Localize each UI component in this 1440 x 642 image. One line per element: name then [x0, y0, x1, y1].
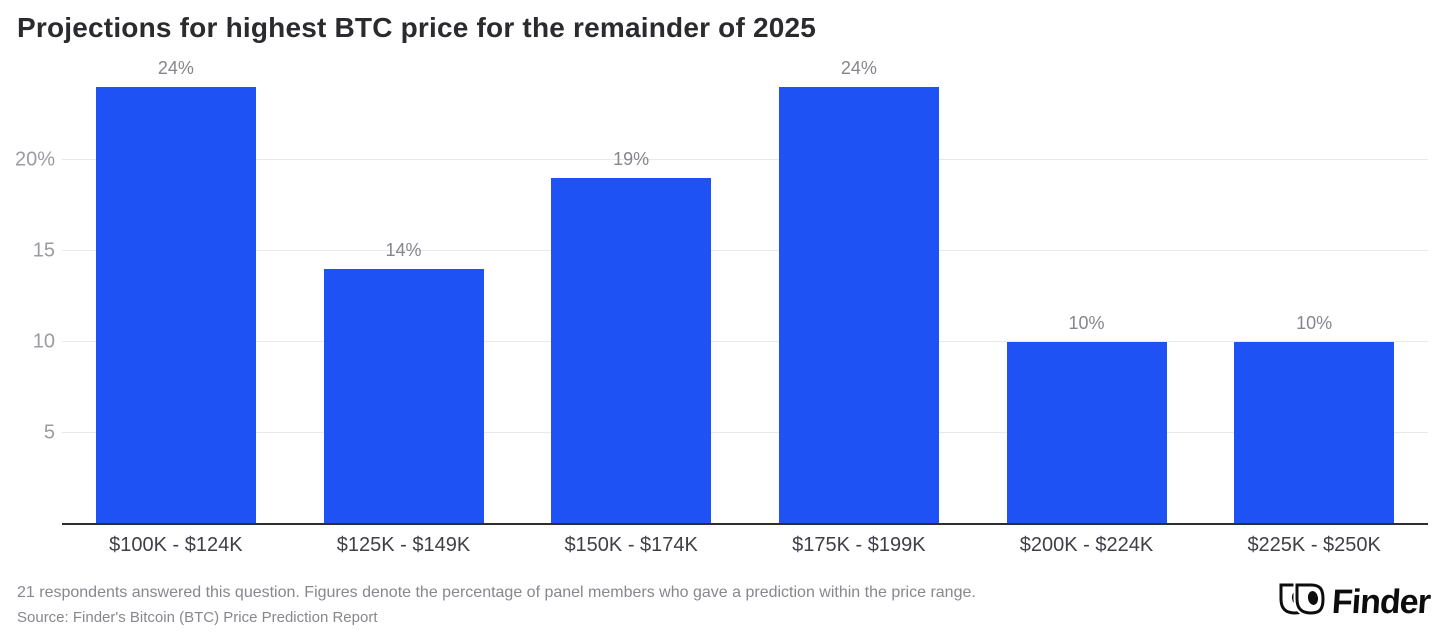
- finder-logo-text: Finder: [1330, 583, 1432, 621]
- ytick-label-10: 10: [32, 330, 55, 353]
- ytick-label-5: 5: [43, 421, 55, 444]
- bar-2: [323, 269, 484, 524]
- bar-value-label-3: 19%: [613, 149, 650, 170]
- finder-logo-eyes-icon: [1278, 581, 1328, 623]
- xtick-label-4: $175K - $199K: [792, 534, 926, 556]
- gridline-15: [62, 250, 1428, 252]
- footer-note: 21 respondents answered this question. F…: [17, 584, 976, 601]
- bar-4: [778, 87, 939, 524]
- ytick-label-20: 20%: [14, 148, 55, 171]
- bar-value-label-5: 10%: [1068, 313, 1105, 334]
- gridline-5: [62, 432, 1428, 434]
- x-axis-line: [62, 523, 1428, 525]
- gridline-10: [62, 341, 1428, 343]
- bar-5: [1006, 342, 1167, 524]
- bar-value-label-6: 10%: [1296, 313, 1333, 334]
- bar-value-label-1: 24%: [157, 58, 194, 79]
- bar-6: [1234, 342, 1395, 524]
- finder-logo: Finder: [1278, 581, 1432, 623]
- bar-value-label-2: 14%: [385, 240, 422, 261]
- xtick-label-5: $200K - $224K: [1019, 534, 1154, 556]
- gridline-20: [62, 159, 1428, 161]
- bar-3: [551, 178, 712, 524]
- bar-value-label-4: 24%: [840, 58, 877, 79]
- bar-1: [95, 87, 256, 524]
- ytick-label-15: 15: [32, 239, 55, 262]
- footer-source: Source: Finder's Bitcoin (BTC) Price Pre…: [17, 609, 378, 626]
- xtick-label-2: $125K - $149K: [336, 534, 471, 556]
- xtick-label-6: $225K - $250K: [1247, 534, 1381, 556]
- chart-title: Projections for highest BTC price for th…: [17, 12, 817, 43]
- xtick-label-1: $100K - $124K: [109, 534, 243, 556]
- plot-area: 24% 14% 19% 24% 10% 10%: [62, 58, 1428, 524]
- xtick-label-3: $150K - $174K: [564, 534, 698, 556]
